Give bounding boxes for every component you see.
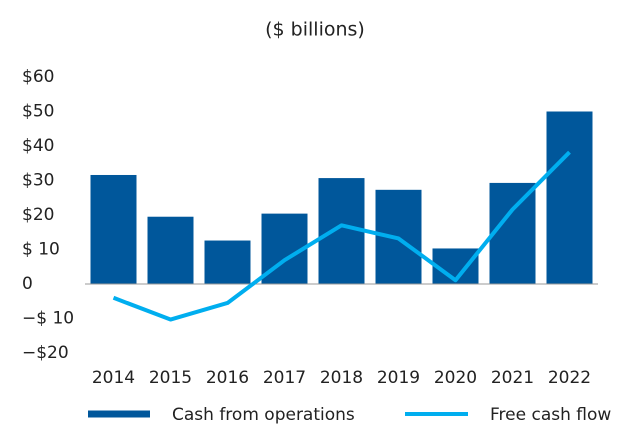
x-tick-label: 2018 (320, 368, 363, 388)
x-tick-label: 2017 (263, 368, 306, 388)
y-tick-label: $50 (22, 102, 54, 122)
legend-label: Free cash flow (490, 405, 611, 425)
y-tick-label: 0 (22, 274, 33, 294)
bar (204, 240, 251, 284)
y-tick-label: $20 (22, 205, 54, 225)
x-tick-label: 2019 (377, 368, 420, 388)
line (112, 150, 571, 322)
x-tick-label: 2022 (548, 368, 591, 388)
x-tick-label: 2015 (149, 368, 192, 388)
y-tick-label: $ 10 (22, 240, 60, 260)
x-tick-label: 2021 (491, 368, 534, 388)
y-tick-label: $30 (22, 171, 54, 191)
bar (90, 174, 137, 284)
x-tick-label: 2014 (92, 368, 135, 388)
bar (147, 216, 194, 284)
y-tick-label: −$ 10 (22, 309, 74, 329)
y-tick-label: $60 (22, 67, 54, 87)
y-tick-label: $40 (22, 136, 54, 156)
bar (546, 111, 593, 284)
y-tick-label: −$20 (22, 343, 69, 363)
chart-subtitle: ($ billions) (265, 19, 365, 41)
bar (318, 178, 365, 284)
x-tick-label: 2016 (206, 368, 249, 388)
bar (489, 182, 536, 284)
x-tick-label: 2020 (434, 368, 477, 388)
legend-label: Cash from operations (172, 405, 355, 425)
